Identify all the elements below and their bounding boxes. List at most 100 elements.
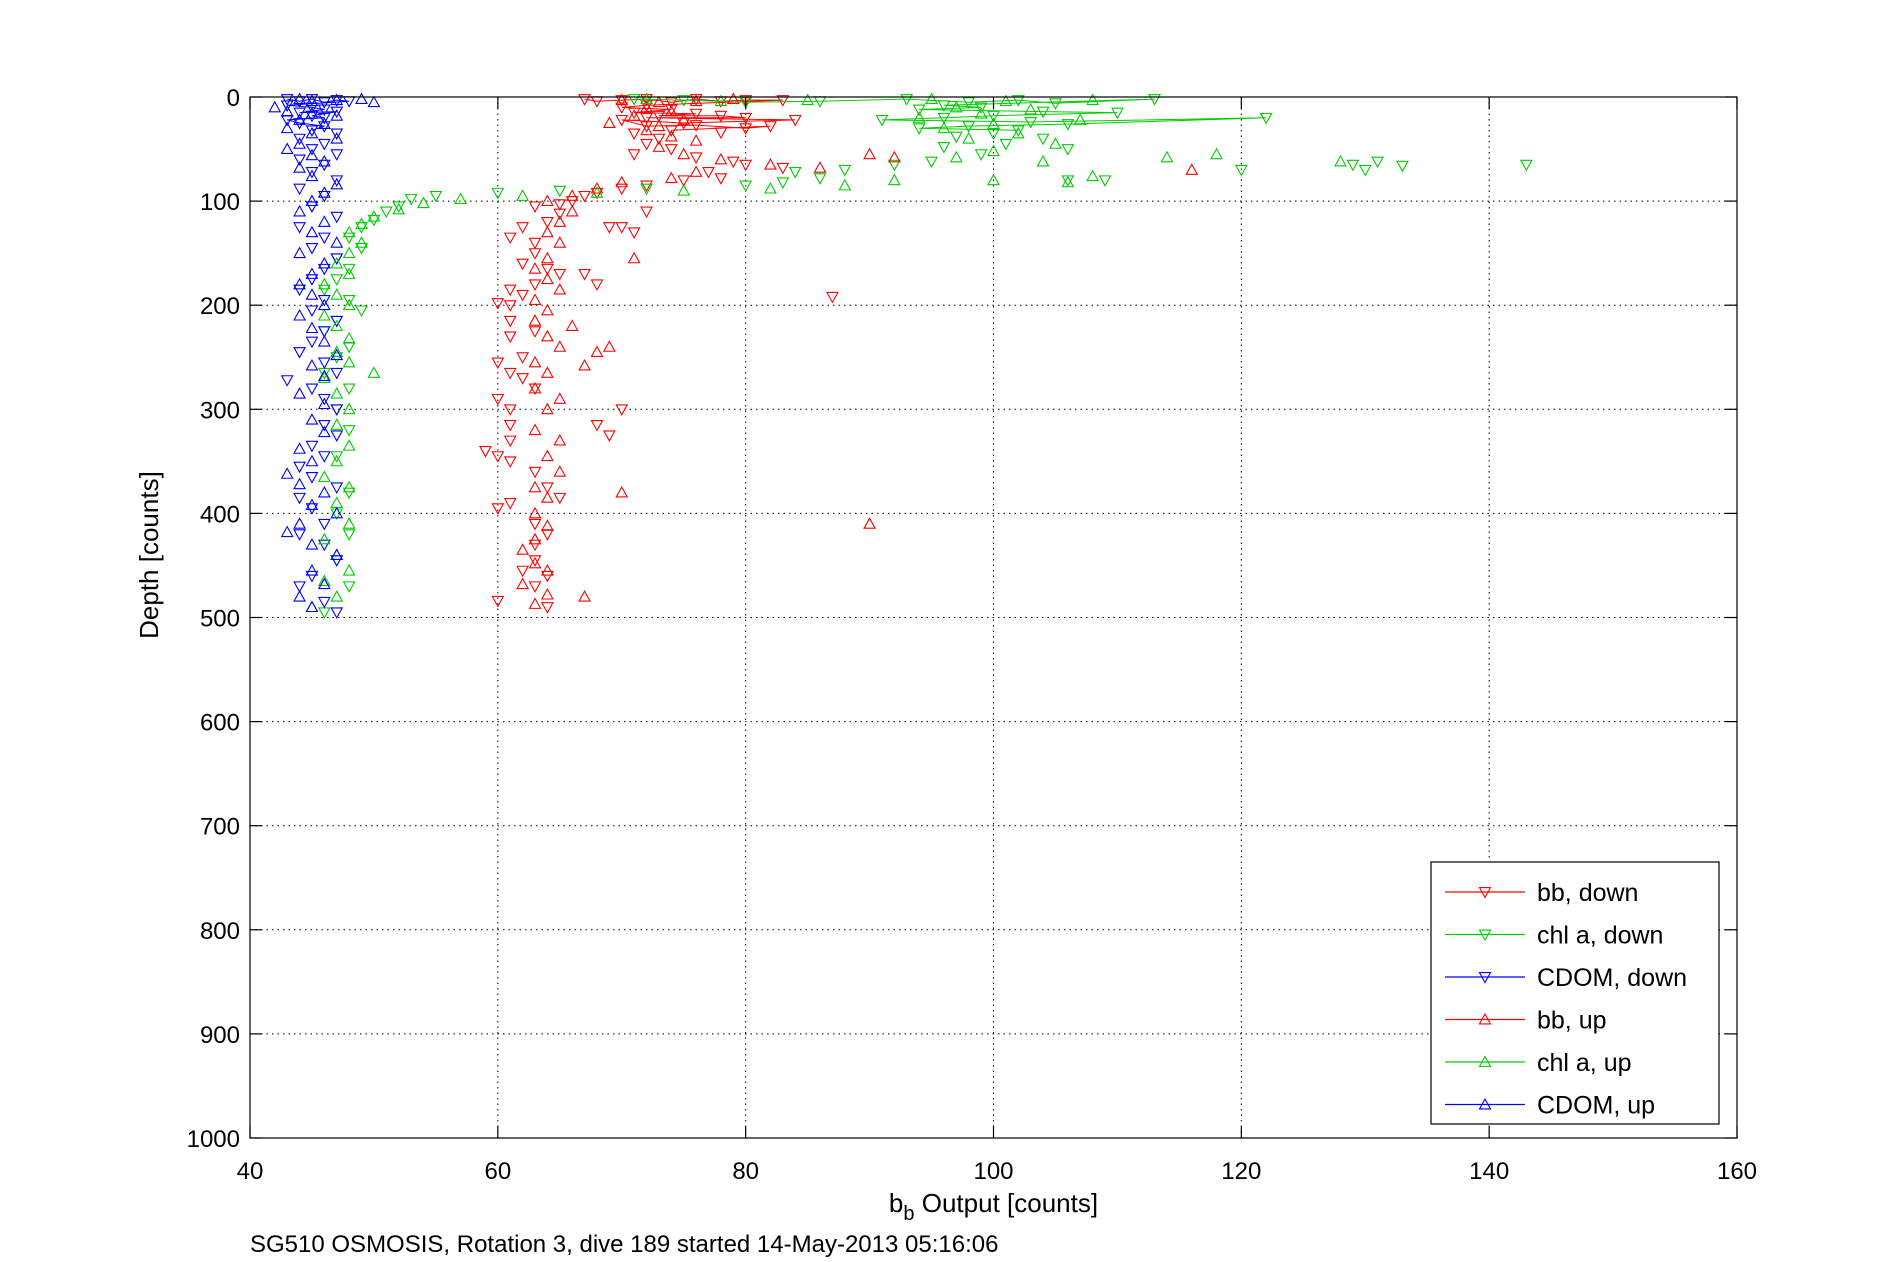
- data-point: [565, 319, 579, 331]
- data-point: [305, 503, 319, 515]
- data-point: [540, 225, 554, 238]
- data-point: [553, 199, 567, 211]
- data-point: [293, 154, 307, 167]
- data-point: [1011, 126, 1025, 139]
- data-point: [305, 110, 319, 123]
- series-line: [634, 98, 1267, 131]
- data-point: [578, 590, 592, 602]
- data-point: [293, 204, 307, 217]
- data-point: [342, 402, 356, 415]
- data-point: [565, 189, 579, 201]
- data-point: [317, 371, 331, 384]
- data-point: [764, 158, 777, 170]
- data-point: [293, 113, 307, 125]
- data-point: [317, 539, 331, 552]
- data-point: [1358, 164, 1372, 177]
- data-point: [602, 222, 616, 234]
- x-tick-label: 40: [237, 1158, 264, 1185]
- data-point: [280, 100, 294, 112]
- data-point: [317, 425, 331, 438]
- data-point: [553, 433, 567, 446]
- data-point: [540, 194, 554, 207]
- data-point: [912, 104, 926, 117]
- data-point: [627, 107, 641, 120]
- data-point: [317, 159, 331, 172]
- data-point: [317, 154, 331, 167]
- y-tick-label: 1000: [187, 1126, 240, 1153]
- data-point: [664, 104, 678, 117]
- data-point: [540, 329, 554, 342]
- data-point: [949, 100, 963, 113]
- data-point: [516, 577, 530, 590]
- data-point: [342, 355, 356, 368]
- data-point: [330, 274, 344, 286]
- data-point: [1346, 159, 1360, 172]
- data-point: [615, 404, 629, 416]
- legend-label: CDOM, up: [1537, 1092, 1655, 1120]
- data-point: [330, 590, 344, 602]
- data-point: [293, 107, 307, 120]
- data-point: [317, 470, 331, 482]
- data-point: [305, 305, 319, 318]
- data-point: [640, 112, 653, 125]
- data-point: [330, 106, 344, 119]
- y-tick-label: 400: [200, 501, 240, 528]
- data-point: [788, 167, 802, 179]
- data-point: [528, 556, 542, 569]
- data-point: [317, 232, 331, 245]
- data-point: [503, 315, 517, 328]
- data-point: [317, 284, 331, 297]
- data-point: [330, 387, 344, 399]
- data-point: [342, 529, 356, 541]
- data-point: [330, 352, 344, 364]
- data-point: [342, 331, 356, 344]
- data-point: [330, 430, 344, 442]
- data-point: [553, 282, 567, 295]
- data-point: [925, 156, 938, 169]
- data-point: [1110, 107, 1124, 120]
- data-point: [317, 190, 331, 203]
- data-point: [293, 183, 307, 196]
- data-point: [330, 345, 344, 357]
- data-point: [1086, 169, 1100, 182]
- data-point: [590, 419, 604, 432]
- data-point: [887, 159, 901, 172]
- data-point: [355, 92, 368, 105]
- legend-marker: [1478, 929, 1492, 942]
- data-point: [553, 392, 567, 404]
- data-point: [788, 114, 802, 127]
- data-point: [1011, 95, 1025, 107]
- data-point: [503, 404, 517, 416]
- data-point: [280, 525, 294, 538]
- data-point: [602, 430, 616, 442]
- y-axis-label: Depth [counts]: [134, 471, 164, 639]
- data-point: [454, 192, 468, 204]
- data-point: [677, 118, 691, 130]
- data-point: [305, 454, 319, 467]
- data-point: [503, 435, 517, 448]
- data-point: [528, 201, 542, 213]
- data-point: [1234, 164, 1248, 177]
- data-point: [528, 555, 542, 567]
- data-point: [987, 117, 1000, 130]
- data-point: [317, 326, 331, 338]
- y-tick-label: 300: [200, 397, 240, 424]
- data-point: [528, 581, 542, 593]
- data-point: [330, 253, 344, 265]
- data-point: [838, 178, 852, 191]
- data-point: [528, 293, 542, 305]
- data-point: [677, 95, 691, 107]
- data-point: [664, 125, 678, 137]
- series-5: [268, 92, 381, 613]
- data-point: [764, 121, 777, 133]
- data-point: [379, 206, 393, 219]
- data-point: [1185, 163, 1199, 175]
- data-point: [813, 173, 827, 185]
- data-point: [305, 242, 319, 255]
- data-point: [627, 109, 641, 121]
- data-point: [293, 277, 307, 290]
- x-tick-label: 160: [1717, 1158, 1757, 1185]
- data-point: [293, 529, 307, 541]
- data-point: [305, 472, 319, 484]
- data-point: [342, 517, 356, 529]
